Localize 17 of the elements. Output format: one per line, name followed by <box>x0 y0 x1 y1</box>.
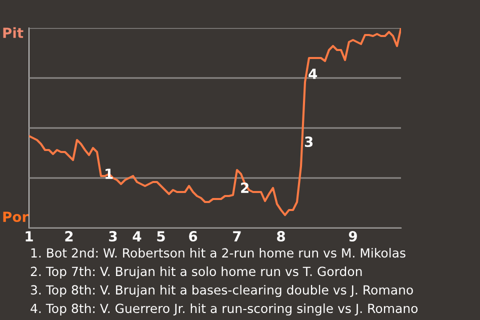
x-tick-label: 8 <box>277 231 285 242</box>
text: Pit <box>3 27 24 38</box>
annotation: 4 <box>308 68 318 79</box>
text: 1. Bot 2nd: W. Robertson hit a 2-run home run vs M. Mikolas <box>31 248 406 258</box>
x-tick-label: 1 <box>26 231 33 242</box>
text: 3. Top 8th: V. Brujan hit a bases-clearing double vs J. Romano <box>30 284 413 298</box>
text: 2. Top 7th: V. Brujan hit a solo home run vs T. Gordon <box>30 266 362 279</box>
x-tick-label: 2 <box>65 231 73 242</box>
annotation: 3 <box>304 136 313 148</box>
x-tick-label: 9 <box>348 231 357 242</box>
text: Por <box>3 212 29 222</box>
x-tick-label: 5 <box>157 231 165 242</box>
text: 4. Top 8th: V. Guerrero Jr. hit a run-scoring single vs J. Romano <box>30 303 418 316</box>
x-tick-label: 7 <box>233 231 241 242</box>
x-tick-label: 3 <box>109 231 117 242</box>
x-tick-label: 4 <box>132 231 142 242</box>
x-tick-label: 6 <box>189 231 198 242</box>
